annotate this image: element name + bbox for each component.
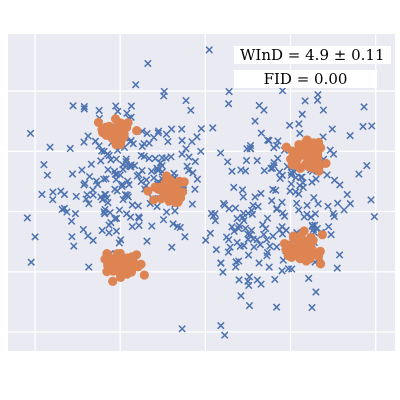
dot-marker-point [112, 127, 121, 136]
dot-marker-point [121, 262, 130, 271]
dot-marker-point [136, 260, 145, 269]
dot-marker-point [171, 184, 180, 193]
dot-marker-point [132, 126, 141, 135]
wind-metric-label: WInD = 4.9 ± 0.11 [234, 46, 391, 64]
dot-marker-point [117, 135, 126, 144]
dot-marker-point [158, 184, 167, 193]
dot-marker-point [143, 186, 152, 195]
dot-marker-point [294, 152, 303, 161]
dot-marker-point [281, 245, 290, 254]
dot-marker-point [149, 195, 158, 204]
dot-marker-point [99, 125, 108, 134]
dot-marker-point [106, 254, 115, 263]
dot-marker-point [140, 270, 149, 279]
dot-marker-point [304, 137, 313, 146]
dot-marker-point [164, 195, 173, 204]
dot-marker-point [108, 277, 117, 286]
dot-marker-point [318, 230, 327, 239]
dot-marker-point [303, 161, 312, 170]
dot-marker-point [116, 249, 125, 258]
dot-marker-point [292, 160, 301, 169]
dot-marker-point [307, 244, 316, 253]
dot-marker-point [298, 245, 307, 254]
dot-marker-point [282, 143, 291, 152]
fid-metric-label: FID = 0.00 [234, 70, 377, 88]
dot-marker-point [132, 250, 141, 259]
dot-marker-point [305, 254, 314, 263]
dot-marker-point [314, 252, 323, 261]
dot-marker-point [314, 138, 323, 147]
dot-marker-point [321, 159, 330, 168]
